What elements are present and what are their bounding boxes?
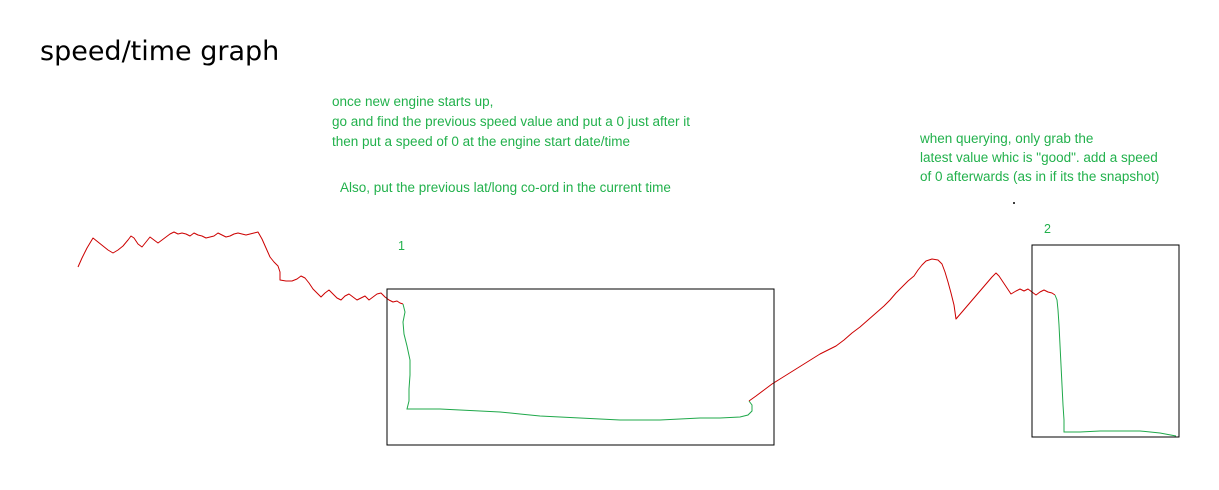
note-engine-start: once new engine starts up, go and find t… bbox=[332, 92, 690, 152]
snapshot-box-1 bbox=[386, 288, 775, 446]
note-engine-start-line-3: then put a speed of 0 at the engine star… bbox=[332, 134, 630, 149]
graph-title: speed/time graph bbox=[40, 36, 280, 67]
note-query: when querying, only grab the latest valu… bbox=[920, 129, 1159, 186]
note-query-line-1: when querying, only grab the bbox=[920, 131, 1094, 146]
speed-line-after-engine-start bbox=[748, 258, 1056, 402]
snapshot-box-2 bbox=[1031, 244, 1180, 438]
box-1-label: 1 bbox=[398, 239, 405, 253]
note-latlong: Also, put the previous lat/long co-ord i… bbox=[340, 178, 671, 198]
note-latlong-line: Also, put the previous lat/long co-ord i… bbox=[340, 180, 671, 195]
speed-line-zeroed-segment-2 bbox=[1054, 294, 1177, 437]
box-2-label: 2 bbox=[1044, 222, 1051, 236]
note-query-line-2: latest value whic is "good". add a speed bbox=[920, 150, 1158, 165]
speed-line-before-engine-start bbox=[77, 231, 404, 305]
stray-dot bbox=[1013, 202, 1015, 204]
note-engine-start-line-1: once new engine starts up, bbox=[332, 94, 494, 109]
speed-line-zeroed-segment-1 bbox=[402, 303, 753, 421]
note-query-line-3: of 0 afterwards (as in if its the snapsh… bbox=[920, 169, 1160, 184]
note-engine-start-line-2: go and find the previous speed value and… bbox=[332, 114, 690, 129]
